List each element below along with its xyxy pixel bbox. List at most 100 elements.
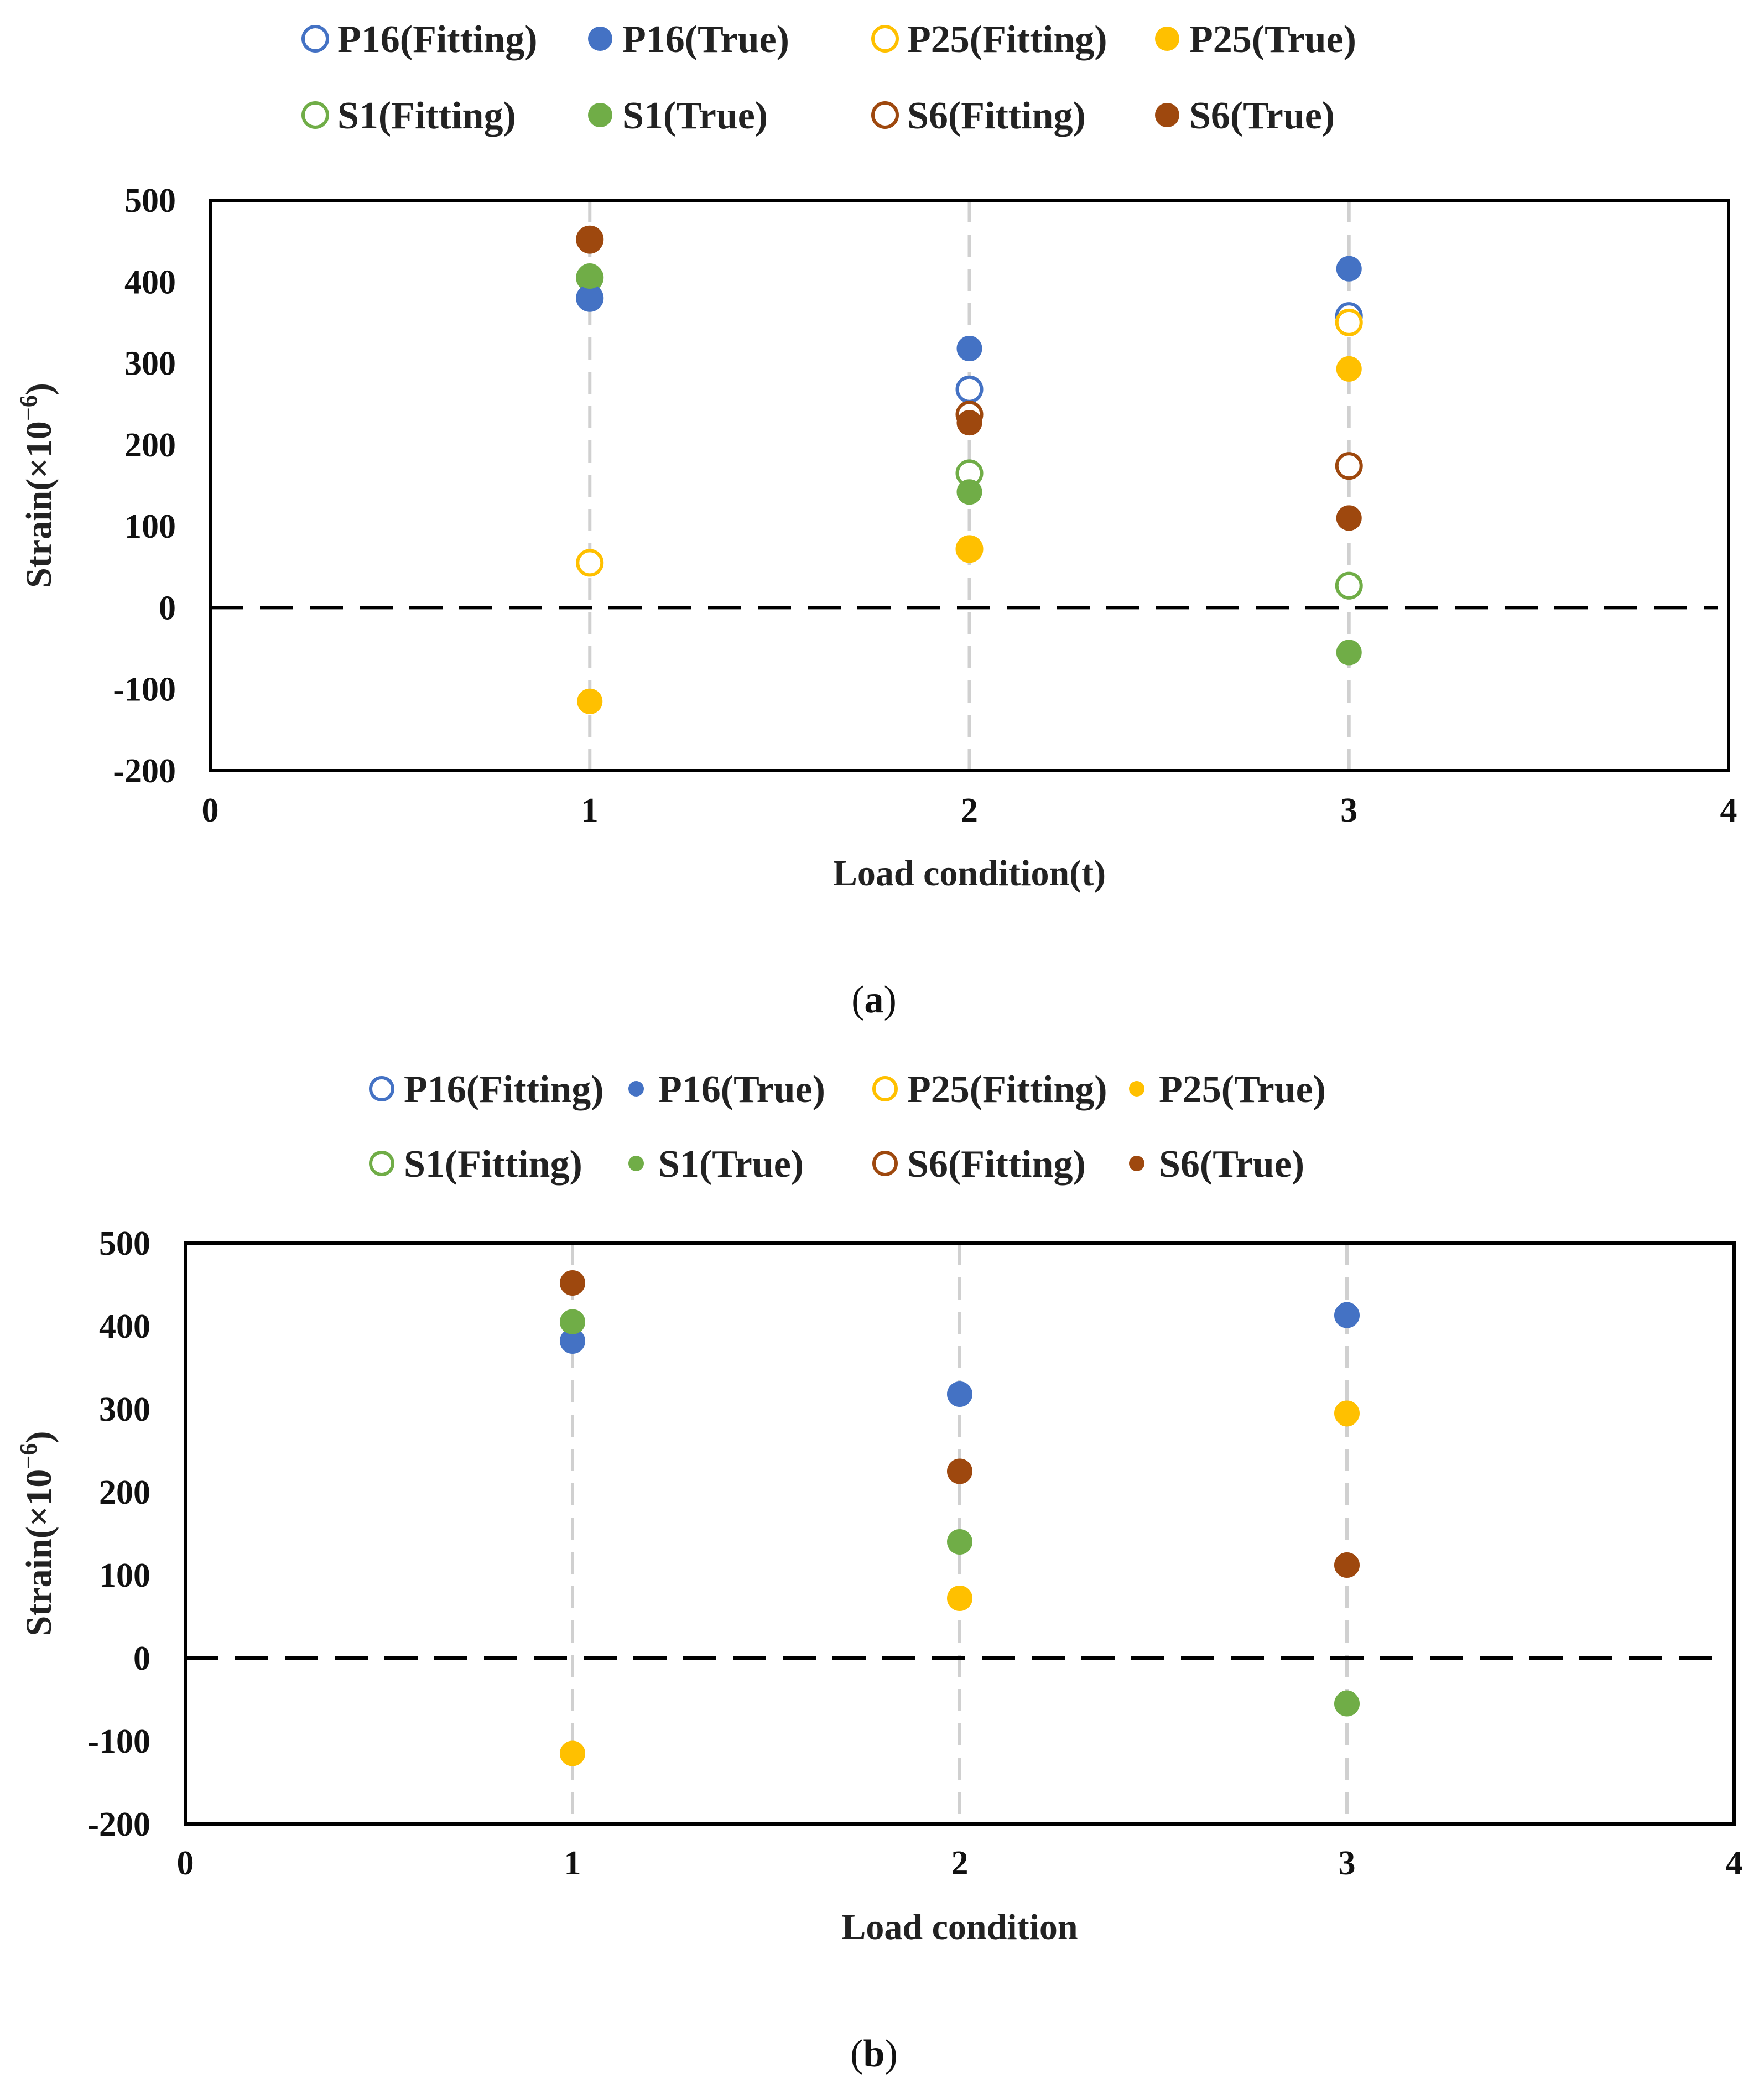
data-points-a [576, 225, 1363, 714]
plot-frame-b [184, 1241, 1736, 1826]
legend-marker [369, 1151, 394, 1176]
legend-item-p25-true: P25(True) [1129, 1068, 1326, 1111]
legend-label: P25(Fitting) [907, 1068, 1107, 1111]
y-tick-label: 200 [99, 1474, 150, 1511]
legend-marker [628, 1156, 644, 1171]
y-axis-title-b: Strain(×10−6) [15, 1431, 59, 1636]
legend-label: P25(Fitting) [907, 18, 1107, 61]
point-s6-true-x2 [956, 410, 982, 436]
point-s1-fitting-x3 [1335, 571, 1363, 600]
y-tick-label: -100 [87, 1723, 150, 1760]
point-s6-true-x3 [1335, 1553, 1359, 1577]
legend-marker [871, 101, 899, 129]
legend-item-s6-fitting: S6(Fitting) [871, 95, 1086, 137]
panel-caption-a: (a) [851, 979, 897, 1021]
y-tick-label: 0 [159, 589, 176, 627]
y-tick-label: 400 [99, 1308, 150, 1345]
legend-label: P16(Fitting) [404, 1068, 604, 1111]
legend-marker [588, 103, 612, 127]
legend-item-s6-true: S6(True) [1155, 95, 1335, 137]
point-s6-fitting-x3 [1335, 452, 1363, 480]
legend-label: P16(True) [658, 1068, 825, 1111]
legend-marker [301, 101, 329, 129]
point-s6-true-x1 [561, 1271, 584, 1295]
legend-item-p25-fitting: P25(Fitting) [872, 1068, 1107, 1111]
legend-item-s6-true: S6(True) [1129, 1143, 1304, 1186]
y-tick-label: 300 [124, 345, 176, 383]
legend-label: S6(True) [1189, 95, 1335, 137]
legend-marker [1155, 103, 1179, 127]
y-axis-title-a: Strain(×10−6) [15, 383, 59, 588]
point-s6-true-x3 [1336, 505, 1362, 531]
point-p16-true-x3 [1336, 256, 1362, 282]
point-p25-fitting-x1 [576, 549, 604, 577]
legend-marker [871, 25, 899, 53]
chart-panel-a: P16(Fitting) P16(True) P25(Fitting) P25(Tru… [15, 18, 1737, 1021]
plot-frame-a [209, 199, 1730, 772]
point-s6-true-x1 [577, 228, 603, 254]
legend-label: S6(Fitting) [907, 95, 1086, 137]
point-p25-true-x2 [956, 536, 982, 562]
point-p25-true-x1 [577, 688, 603, 714]
point-s1-true-x2 [948, 1531, 971, 1555]
point-p25-true-x2 [948, 1587, 971, 1610]
y-tick-labels-a: -200 -100 0 100 200 300 400 500 [113, 182, 176, 790]
y-tick-label: 0 [133, 1640, 150, 1677]
chart-panel-b: P16(Fitting) P16(True) P25(Fitting) P25(Tru… [15, 1068, 1743, 2075]
point-p25-true-x3 [1336, 356, 1362, 382]
legend-label: P25(True) [1159, 1068, 1326, 1111]
x-tick-label: 0 [177, 1844, 194, 1882]
x-tick-labels-b: 0 1 2 3 4 [177, 1844, 1743, 1882]
legend-marker [301, 25, 329, 53]
point-p16-fitting-x2 [955, 375, 984, 403]
data-points-b [560, 1270, 1360, 1766]
x-axis-title-a: Load condition(t) [833, 853, 1106, 893]
legend-item-p16-true: P16(True) [628, 1068, 825, 1111]
legend-item-p16-fitting: P16(Fitting) [301, 18, 538, 61]
legend-item-p16-fitting: P16(Fitting) [369, 1068, 604, 1111]
legend-label: S6(True) [1159, 1143, 1304, 1186]
legend-item-p16-true: P16(True) [588, 18, 789, 61]
point-s6-true-x2 [948, 1459, 971, 1483]
legend-item-p25-fitting: P25(Fitting) [871, 18, 1107, 61]
point-p16-true-x2 [956, 336, 982, 362]
point-p25-true-x1 [561, 1742, 584, 1765]
y-tick-label: -100 [113, 671, 176, 709]
x-tick-label: 4 [1720, 792, 1737, 829]
point-s1-true-x3 [1335, 1690, 1359, 1714]
legend-label: P16(True) [622, 18, 789, 61]
x-axis-title-b: Load condition [841, 1907, 1078, 1947]
x-tick-label: 3 [1340, 792, 1357, 829]
y-tick-label: 400 [124, 263, 176, 301]
point-s1-true-x3 [1336, 640, 1362, 666]
legend-label: P16(Fitting) [337, 18, 538, 61]
y-tick-labels-b: -200 -100 0 100 200 300 400 500 [87, 1225, 150, 1843]
legend-item-s1-fitting: S1(Fitting) [369, 1143, 582, 1186]
legend-marker [1129, 1156, 1144, 1171]
legend-item-p25-true: P25(True) [1155, 18, 1356, 61]
point-s1-true-x1 [561, 1311, 584, 1334]
y-tick-label: 100 [99, 1557, 150, 1594]
legend-item-s1-true: S1(True) [628, 1143, 804, 1186]
legend-label: P25(True) [1189, 18, 1356, 61]
legend-marker [872, 1151, 898, 1176]
x-tick-label: 4 [1726, 1844, 1743, 1882]
y-tick-label: -200 [113, 752, 176, 790]
x-tick-label: 0 [202, 792, 219, 829]
legend-item-s6-fitting: S6(Fitting) [872, 1143, 1086, 1186]
legend-marker [872, 1076, 898, 1101]
legend-b: P16(Fitting) P16(True) P25(Fitting) P25(Tru… [369, 1068, 1326, 1186]
point-p16-true-x2 [948, 1383, 971, 1406]
y-tick-label: -200 [87, 1806, 150, 1843]
legend-label: S1(True) [622, 95, 768, 137]
legend-item-s1-true: S1(True) [588, 95, 768, 137]
x-tick-label: 2 [951, 1844, 969, 1882]
y-tick-label: 100 [124, 508, 176, 545]
point-p16-true-x3 [1335, 1302, 1359, 1326]
legend-marker [588, 27, 612, 51]
legend-marker [1129, 1081, 1144, 1097]
y-tick-label: 500 [124, 182, 176, 220]
y-tick-label: 200 [124, 427, 176, 464]
legend-marker [369, 1076, 394, 1101]
